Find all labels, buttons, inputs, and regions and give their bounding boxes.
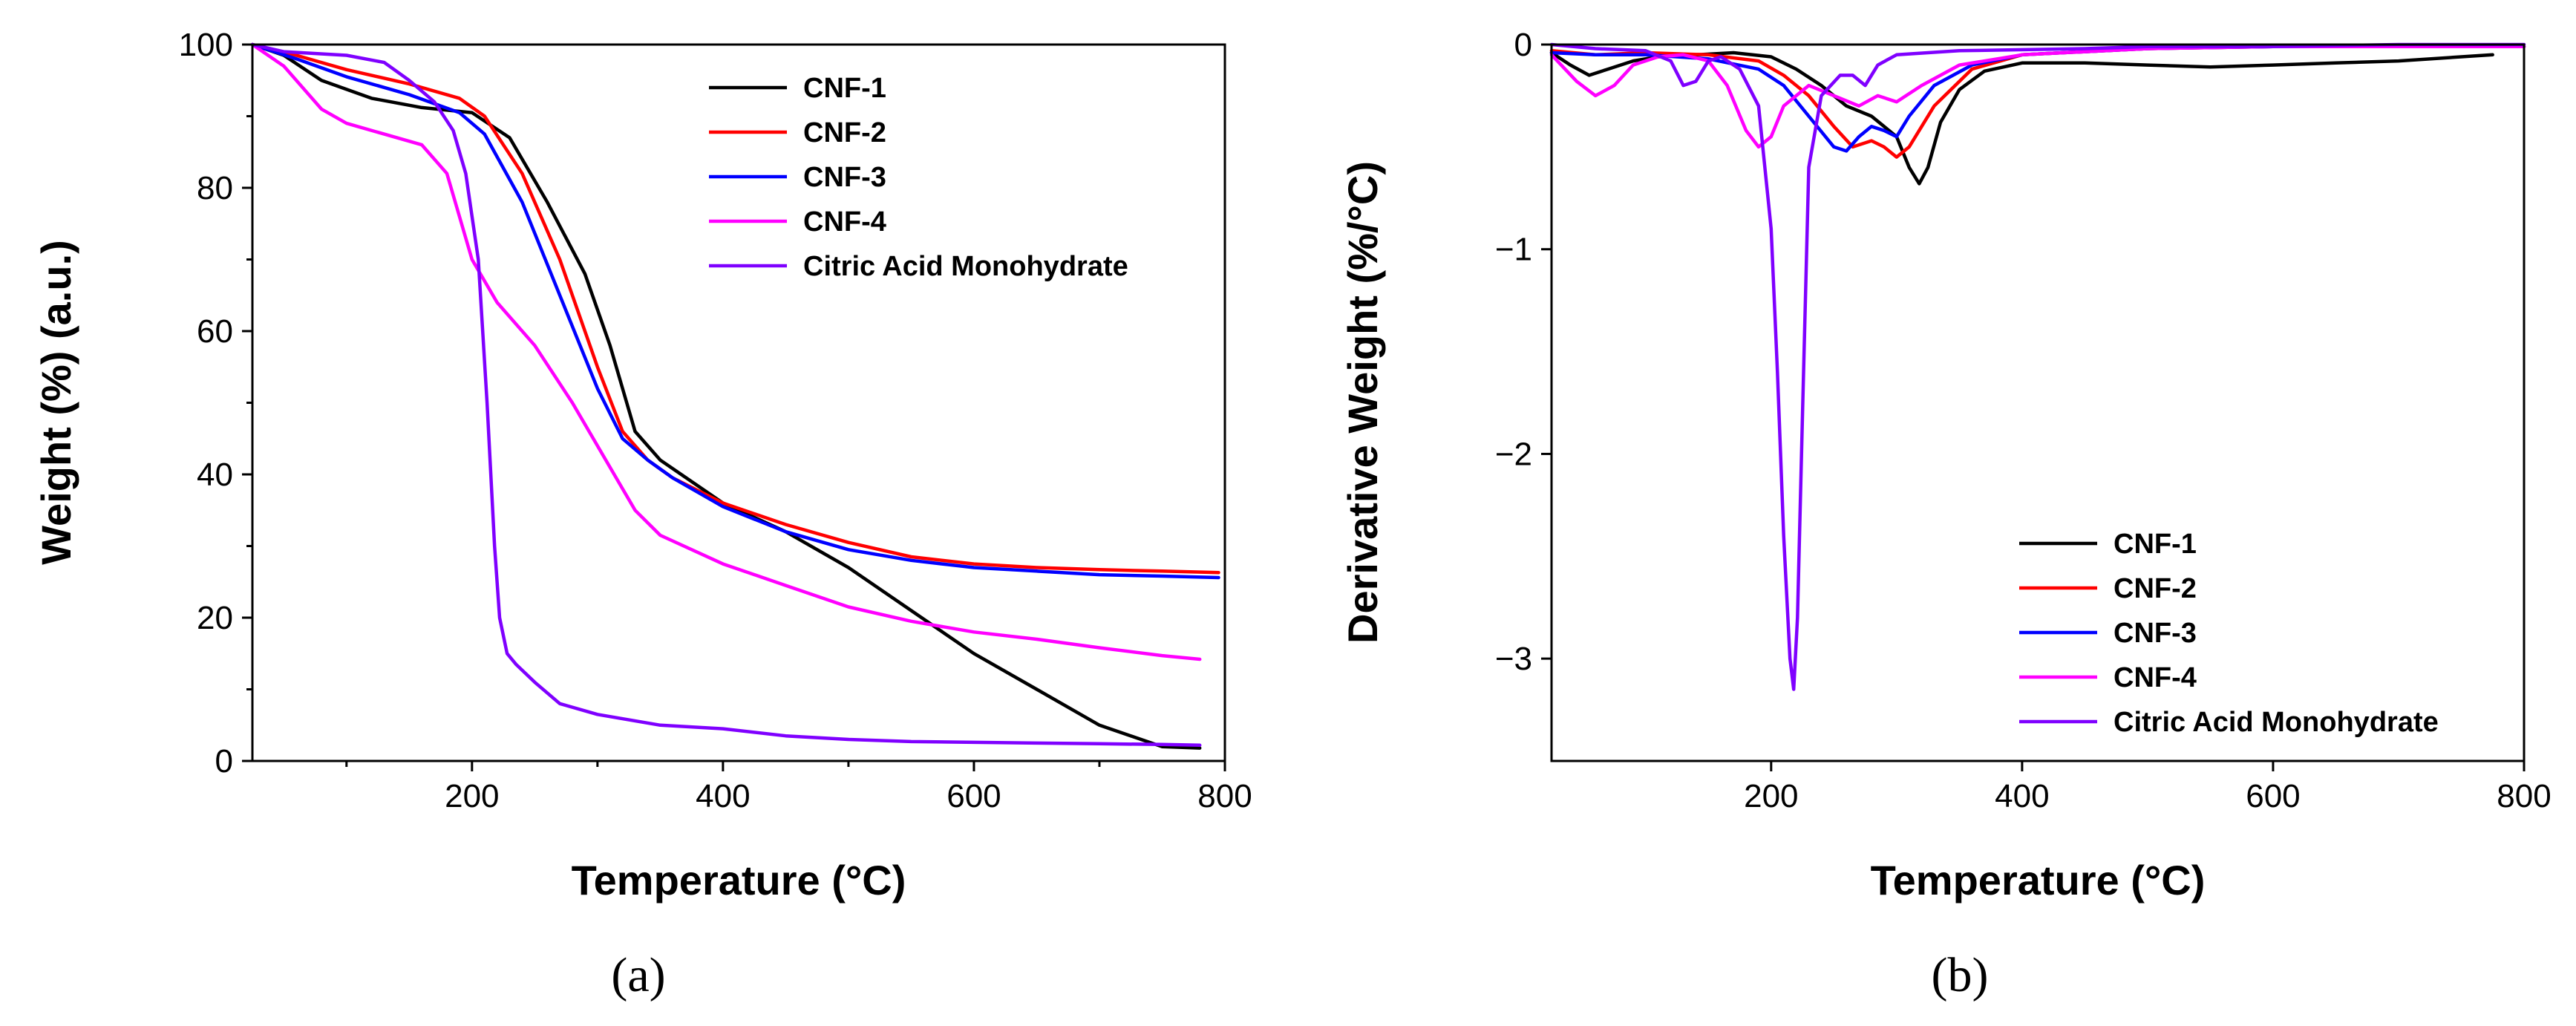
- panel-a-label: (a): [611, 948, 665, 1002]
- panel-b-legend-label: CNF-4: [2114, 662, 2197, 693]
- panel-b-legend-label: Citric Acid Monohydrate: [2114, 707, 2439, 738]
- panel-a-series-cnf-3: [250, 42, 1220, 580]
- panel-a-series-cnf-4: [250, 42, 1202, 661]
- panel-b-x-axis-title: Temperature (°C): [1871, 857, 2206, 904]
- panel-b-label: (b): [1932, 948, 1989, 1002]
- panel-b-legend-label: CNF-1: [2114, 529, 2197, 560]
- panel-a-legend-label: CNF-2: [803, 117, 886, 148]
- panel-b-ticks: 200 400 600 800 0 −1 −2 −3: [1495, 27, 2552, 814]
- panel-b-y-tick-label: −1: [1495, 232, 1532, 268]
- panel-a-chart: 200 400 600 800 0 20 40 60 80 100 Temperature (°C…: [33, 27, 1252, 1002]
- panel-a-y-tick-label: 0: [215, 743, 233, 780]
- panel-a-legend: CNF-1 CNF-2 CNF-3 CNF-4 Citric Acid Monohydr…: [709, 73, 1128, 282]
- panel-b-x-tick-label: 400: [1995, 778, 2049, 814]
- panel-a-ticks: 200 400 600 800 0 20 40 60 80 100: [179, 27, 1252, 814]
- panel-a-series-cnf-1: [250, 42, 1202, 750]
- panel-a-y-tick-label: 40: [197, 457, 233, 493]
- panel-b-x-tick-label: 600: [2246, 778, 2300, 814]
- panel-b-y-tick-label: −2: [1495, 436, 1532, 472]
- panel-a-series-cnf-2: [250, 42, 1220, 575]
- panel-a-series-group: [250, 42, 1220, 750]
- panel-a-x-tick-label: 800: [1197, 778, 1252, 814]
- panel-a-legend-label: CNF-4: [803, 206, 886, 238]
- panel-b-chart: 200 400 600 800 0 −1 −2 −3 Temperature (°C) Der…: [1339, 27, 2552, 1002]
- panel-a-x-tick-label: 600: [947, 778, 1001, 814]
- panel-b-x-tick-label: 800: [2497, 778, 2551, 814]
- panel-a-legend-label: Citric Acid Monohydrate: [803, 251, 1128, 282]
- panel-a-plot-frame: [251, 43, 1226, 762]
- panel-a-series-citric-acid-monohydrate: [250, 42, 1202, 748]
- panel-a-y-tick-label: 80: [197, 170, 233, 206]
- panel-b-legend-label: CNF-3: [2114, 618, 2197, 649]
- panel-a-legend-label: CNF-1: [803, 73, 886, 104]
- panel-b-plot-frame: [1550, 43, 2526, 762]
- panel-b-legend: CNF-1 CNF-2 CNF-3 CNF-4 Citric Acid Monohydr…: [2019, 529, 2439, 738]
- panel-a-x-tick-label: 200: [445, 778, 499, 814]
- panel-a-y-axis-title: Weight (%) (a.u.): [33, 240, 79, 565]
- panel-a-y-tick-label: 100: [179, 27, 233, 63]
- panel-a-y-tick-label: 60: [197, 313, 233, 350]
- panel-a-x-tick-label: 400: [696, 778, 750, 814]
- panel-b-x-tick-label: 200: [1744, 778, 1798, 814]
- panel-a-legend-label: CNF-3: [803, 162, 886, 193]
- panel-a-y-tick-label: 20: [197, 600, 233, 636]
- panel-b-y-tick-label: 0: [1514, 27, 1532, 63]
- panel-b-series-cnf-1: [1549, 50, 2494, 186]
- panel-b-y-tick-label: −3: [1495, 641, 1532, 677]
- panel-b-series-cnf-4: [1549, 45, 2526, 149]
- panel-b-series-citric-acid-monohydrate: [1549, 42, 2526, 691]
- panel-b-y-axis-title: Derivative Weight (%/°C): [1339, 161, 1386, 644]
- panel-b-series-group: [1549, 42, 2526, 691]
- panel-a-x-axis-title: Temperature (°C): [572, 857, 906, 904]
- panel-b-legend-label: CNF-2: [2114, 573, 2197, 604]
